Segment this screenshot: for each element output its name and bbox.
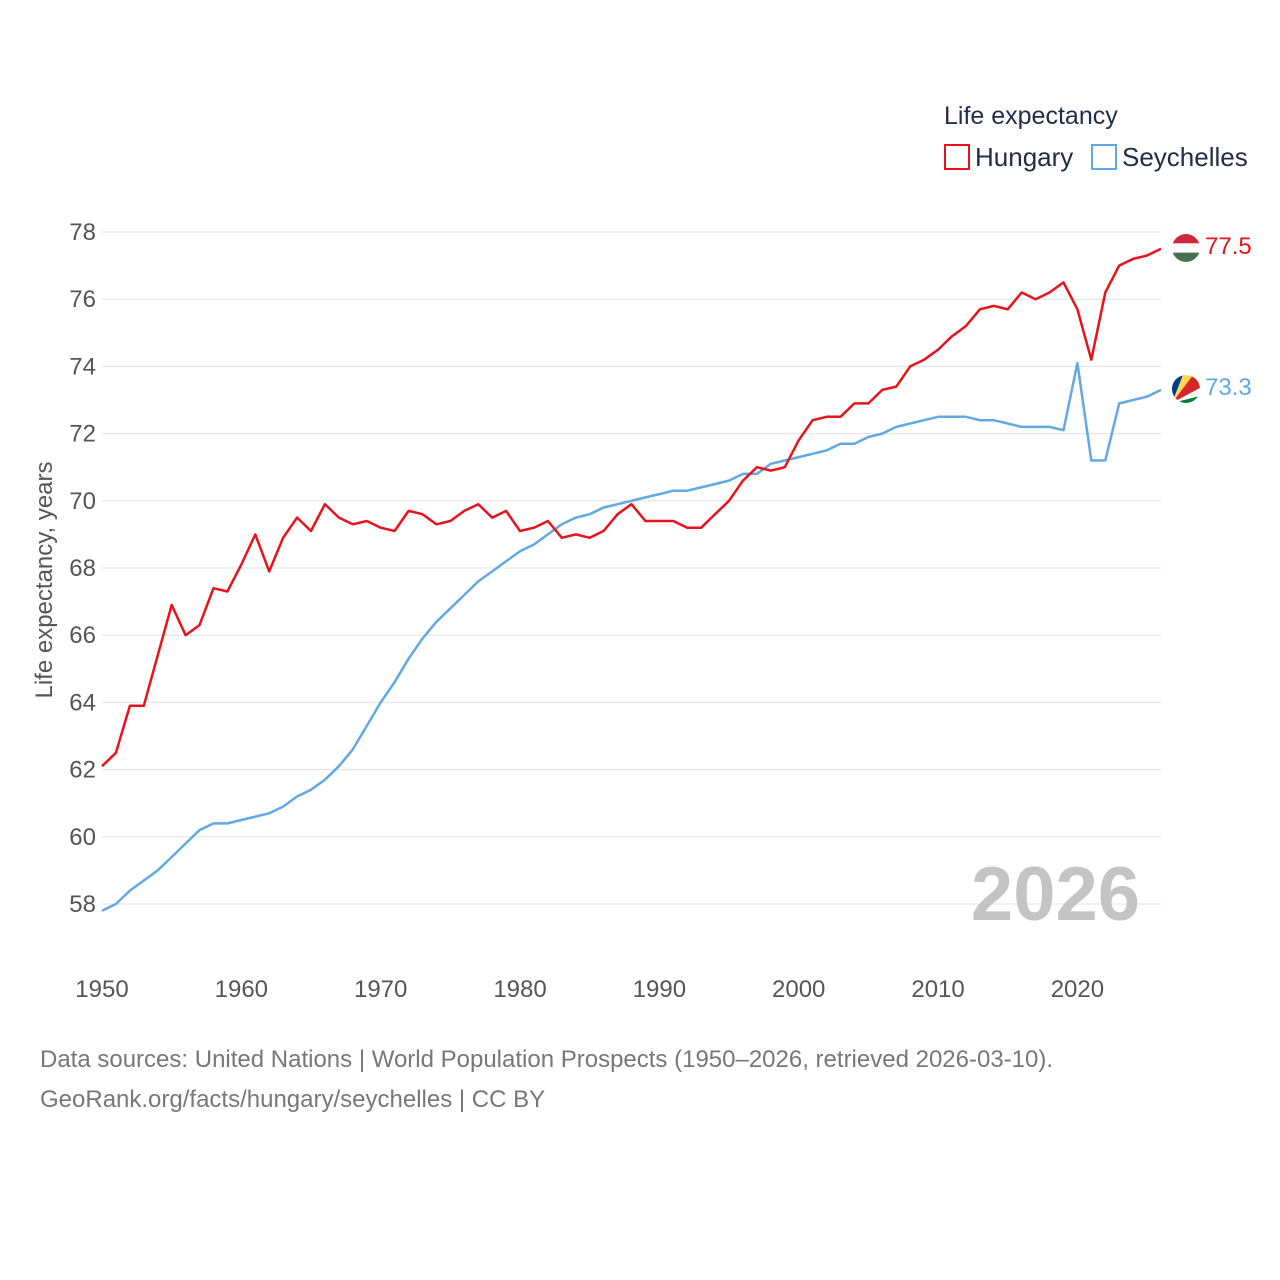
series-lines bbox=[101, 247, 1162, 912]
legend-swatch-seychelles bbox=[1091, 144, 1117, 170]
legend-label-seychelles: Seychelles bbox=[1122, 142, 1248, 172]
y-tick-label: 76 bbox=[69, 286, 96, 313]
y-tick-label: 62 bbox=[69, 757, 96, 784]
x-tick-label: 1970 bbox=[354, 976, 407, 1003]
legend-swatch-hungary bbox=[944, 144, 970, 170]
y-tick-label: 66 bbox=[69, 622, 96, 649]
legend: Life expectancy Hungary Seychelles bbox=[944, 102, 1248, 172]
end-label-seychelles: 73.3 bbox=[1205, 374, 1252, 401]
y-tick-label: 78 bbox=[69, 219, 96, 246]
series-line-hungary[interactable] bbox=[101, 247, 1162, 768]
x-axis-ticks: 1950 1960 1970 1980 1990 2000 2010 2020 bbox=[75, 976, 1104, 1003]
legend-item-hungary[interactable]: Hungary bbox=[944, 142, 1073, 172]
legend-label-hungary: Hungary bbox=[975, 142, 1073, 172]
y-tick-label: 74 bbox=[69, 353, 96, 380]
hungary-flag-icon bbox=[1172, 234, 1200, 262]
y-tick-label: 60 bbox=[69, 824, 96, 851]
y-tick-label: 68 bbox=[69, 555, 96, 582]
credit-link[interactable]: GeoRank.org/facts/hungary/seychelles | C… bbox=[40, 1086, 546, 1113]
seychelles-flag-icon bbox=[1172, 375, 1200, 403]
series-line-seychelles[interactable] bbox=[101, 361, 1162, 912]
end-label-hungary: 77.5 bbox=[1205, 233, 1252, 260]
x-tick-label: 1950 bbox=[75, 976, 128, 1003]
x-tick-label: 1960 bbox=[215, 976, 268, 1003]
y-axis-label: Life expectancy, years bbox=[31, 461, 58, 698]
legend-item-seychelles[interactable]: Seychelles bbox=[1091, 142, 1248, 172]
y-tick-label: 64 bbox=[69, 689, 96, 716]
footer: Data sources: United Nations | World Pop… bbox=[40, 1040, 1250, 1120]
y-axis-ticks: 58 60 62 64 66 68 70 72 74 76 78 bbox=[69, 219, 96, 918]
x-tick-label: 2010 bbox=[911, 976, 964, 1003]
legend-title: Life expectancy bbox=[944, 102, 1118, 130]
y-tick-label: 72 bbox=[69, 421, 96, 448]
y-tick-label: 70 bbox=[69, 488, 96, 515]
gridlines bbox=[102, 231, 1161, 905]
x-tick-label: 1990 bbox=[633, 976, 686, 1003]
x-tick-label: 1980 bbox=[493, 976, 546, 1003]
x-tick-label: 2020 bbox=[1051, 976, 1104, 1003]
y-tick-label: 58 bbox=[69, 891, 96, 918]
data-sources: Data sources: United Nations | World Pop… bbox=[40, 1046, 1054, 1073]
x-tick-label: 2000 bbox=[772, 976, 825, 1003]
year-watermark: 2026 bbox=[971, 852, 1140, 937]
